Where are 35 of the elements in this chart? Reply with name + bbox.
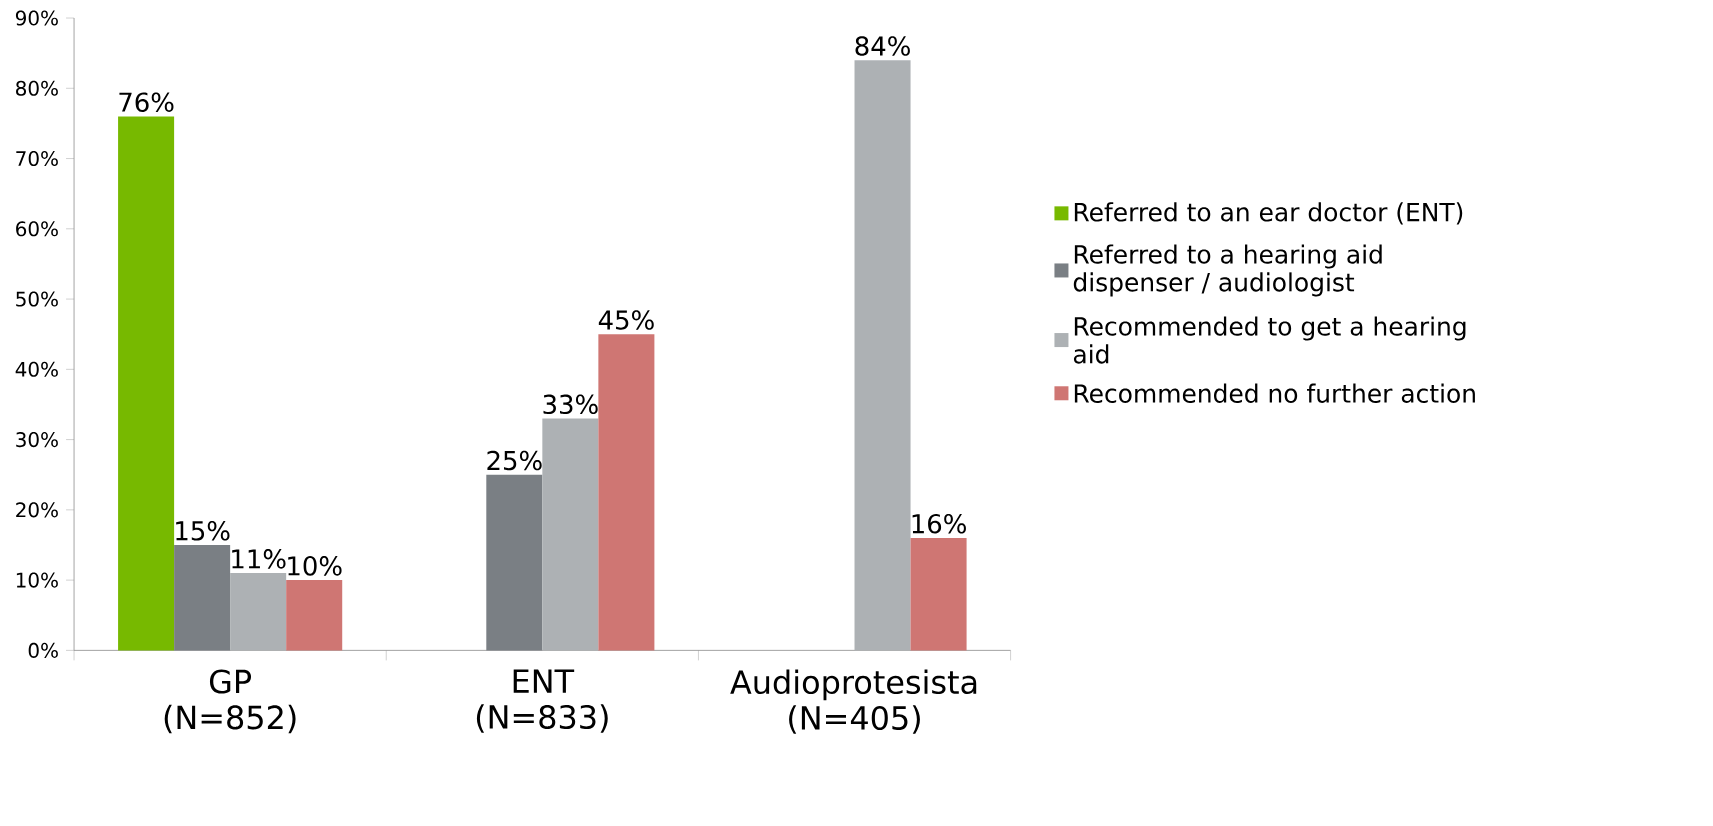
bar [230, 572, 287, 651]
data-label: 11% [232, 548, 286, 569]
legend-label: Referred to a hearing aid dispenser / audiologist [1073, 244, 1382, 297]
y-tick-label: 10% [16, 572, 58, 588]
y-tick-label: 90% [15, 10, 58, 26]
data-label: 16% [912, 513, 966, 534]
data-label: 76% [119, 92, 174, 112]
data-label: 25% [487, 450, 542, 471]
bar [118, 116, 175, 651]
y-tick-label: 0% [28, 642, 58, 658]
y-tick-label: 20% [16, 502, 58, 518]
x-tick-label: ENT (N=833) [476, 669, 608, 733]
bar [854, 59, 911, 651]
y-tick-label: 80% [16, 80, 58, 96]
bar [486, 474, 543, 651]
bar [910, 537, 967, 651]
legend-label: Referred to an ear doctor (ENT) [1074, 201, 1463, 225]
y-tick-label: 40% [15, 361, 58, 377]
data-label: 33% [543, 394, 598, 414]
data-label: 10% [288, 555, 342, 576]
x-tick-label: Audioprotesista (N=405) [730, 669, 977, 734]
y-tick-label: 30% [16, 431, 58, 447]
y-tick-label: 70% [16, 150, 58, 166]
bar [174, 544, 231, 651]
data-label: 15% [176, 520, 230, 541]
legend-label: Recommended to get a hearing aid [1073, 316, 1466, 364]
legend-label: Recommended no further action [1074, 383, 1475, 403]
bar [542, 418, 599, 651]
x-tick-label: GP (N=852) [164, 669, 296, 733]
data-label: 84% [855, 35, 910, 56]
y-tick-label: 50% [16, 291, 58, 307]
bar [286, 579, 343, 651]
bar [598, 333, 655, 651]
data-label: 45% [598, 309, 654, 330]
y-tick-label: 60% [16, 221, 58, 237]
